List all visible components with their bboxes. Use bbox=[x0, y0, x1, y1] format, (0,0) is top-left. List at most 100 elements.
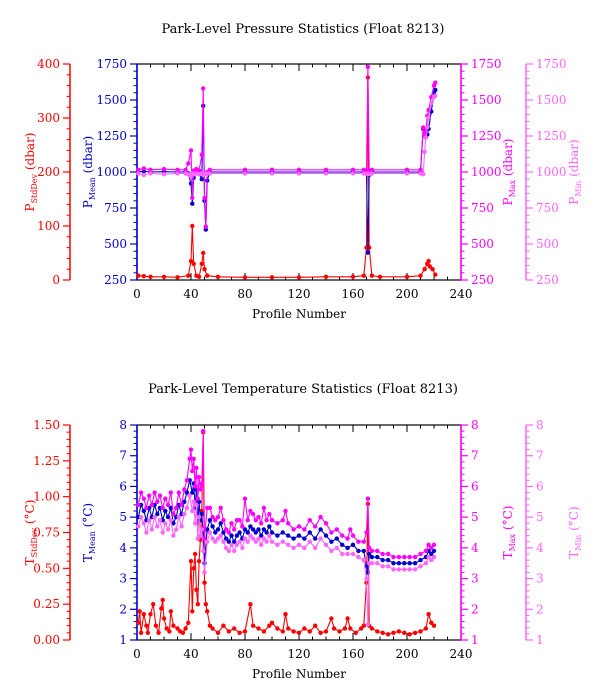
data-point-max bbox=[195, 496, 200, 501]
data-point-min bbox=[160, 530, 165, 535]
data-point-stddev bbox=[188, 559, 194, 564]
axis-label-subscript: StdDev bbox=[30, 527, 39, 557]
data-point-min bbox=[261, 536, 267, 541]
data-point-mean bbox=[215, 527, 221, 532]
data-point-max bbox=[245, 518, 250, 523]
data-point-mean bbox=[291, 536, 296, 541]
data-point-stddev bbox=[186, 620, 191, 625]
data-point-min bbox=[147, 518, 152, 523]
x-tick-label: 40 bbox=[183, 647, 198, 661]
data-point-mean bbox=[232, 539, 237, 544]
axis-label-unit: (dbar) bbox=[23, 133, 37, 174]
x-tick-label: 0 bbox=[133, 287, 141, 301]
data-point-stddev bbox=[215, 274, 221, 279]
data-point-min bbox=[385, 564, 391, 569]
data-point-max bbox=[275, 521, 280, 526]
max-tick-label: 250 bbox=[471, 273, 494, 287]
data-point-min bbox=[334, 545, 339, 551]
max-tick-label: 1 bbox=[471, 633, 479, 647]
mean-tick-label: 5 bbox=[119, 510, 127, 524]
min-tick-label: 8 bbox=[536, 418, 544, 432]
data-point-mean bbox=[286, 533, 291, 538]
data-point-max bbox=[176, 490, 181, 495]
data-point-max bbox=[226, 530, 231, 535]
data-point-min bbox=[296, 171, 302, 176]
data-point-stddev bbox=[161, 274, 167, 279]
data-point-min bbox=[218, 533, 223, 538]
data-point-max bbox=[163, 496, 168, 501]
data-point-min bbox=[345, 551, 350, 557]
data-point-max bbox=[253, 518, 258, 523]
data-point-mean bbox=[165, 514, 171, 520]
data-point-min bbox=[196, 514, 202, 520]
data-point-stddev bbox=[261, 629, 267, 634]
data-point-max bbox=[202, 536, 207, 541]
data-point-min bbox=[176, 514, 181, 520]
data-point-max bbox=[144, 505, 149, 511]
data-point-stddev bbox=[342, 626, 348, 631]
data-point-stddev bbox=[431, 623, 437, 628]
data-point-min bbox=[402, 567, 407, 572]
data-point-stddev bbox=[407, 632, 412, 637]
data-point-stddev bbox=[148, 612, 153, 617]
data-point-max bbox=[201, 86, 206, 91]
data-point-mean bbox=[264, 530, 269, 535]
data-point-mean bbox=[269, 530, 275, 535]
data-point-stddev bbox=[188, 258, 194, 264]
max-tick-label: 3 bbox=[471, 572, 479, 586]
data-point-min bbox=[269, 171, 275, 176]
data-point-stddev bbox=[345, 616, 350, 621]
data-point-stddev bbox=[191, 261, 196, 266]
stddev-tick-label: 0.75 bbox=[33, 526, 60, 540]
data-point-min bbox=[136, 171, 141, 176]
data-point-stddev bbox=[250, 623, 256, 628]
data-point-max bbox=[242, 496, 248, 501]
data-point-max bbox=[402, 554, 407, 560]
data-point-mean bbox=[396, 561, 402, 566]
min-tick-label: 1000 bbox=[536, 165, 567, 179]
data-point-stddev bbox=[148, 274, 153, 279]
axis-label-main: P bbox=[501, 197, 515, 205]
data-point-stddev bbox=[404, 274, 410, 279]
stddev-tick-label: 400 bbox=[37, 57, 60, 71]
data-point-mean bbox=[356, 548, 361, 554]
min-tick-label: 1 bbox=[536, 633, 544, 647]
data-point-min bbox=[201, 548, 206, 554]
data-point-mean bbox=[226, 539, 231, 544]
data-point-min bbox=[361, 557, 366, 563]
data-point-stddev bbox=[375, 629, 380, 634]
data-point-max bbox=[194, 465, 199, 471]
data-point-stddev bbox=[291, 629, 296, 634]
data-point-min bbox=[202, 570, 207, 575]
max-tick-label: 8 bbox=[471, 418, 479, 432]
mean-tick-label: 4 bbox=[119, 541, 127, 555]
data-point-min bbox=[380, 564, 385, 569]
data-point-min bbox=[350, 171, 356, 176]
data-point-max bbox=[136, 502, 141, 508]
data-point-stddev bbox=[430, 267, 435, 272]
data-point-stddev bbox=[269, 620, 275, 625]
axis-label-subscript: StdDev bbox=[30, 173, 39, 203]
data-point-stddev bbox=[183, 626, 188, 631]
data-point-max bbox=[361, 539, 366, 544]
data-point-max bbox=[365, 496, 371, 501]
data-point-stddev bbox=[136, 273, 141, 278]
chart-panel-pressure: Park-Level Pressure Statistics (Float 82… bbox=[23, 22, 583, 321]
min-tick-label: 500 bbox=[536, 237, 559, 251]
data-point-max bbox=[210, 514, 215, 520]
min-tick-label: 750 bbox=[536, 201, 559, 215]
max-tick-label: 2 bbox=[471, 602, 479, 616]
min-tick-label: 1750 bbox=[536, 57, 567, 71]
data-point-stddev bbox=[190, 609, 195, 614]
data-point-max bbox=[385, 551, 391, 557]
data-point-max bbox=[242, 167, 248, 172]
data-point-stddev bbox=[423, 626, 429, 631]
data-point-stddev bbox=[402, 630, 407, 635]
data-point-min bbox=[242, 171, 248, 176]
data-point-min bbox=[396, 567, 402, 572]
data-point-mean bbox=[275, 533, 280, 538]
chart-panel-temperature: Park-Level Temperature Statistics (Float… bbox=[23, 382, 583, 681]
data-point-stddev bbox=[296, 630, 302, 635]
data-point-stddev bbox=[195, 602, 200, 607]
data-point-stddev bbox=[196, 274, 202, 279]
